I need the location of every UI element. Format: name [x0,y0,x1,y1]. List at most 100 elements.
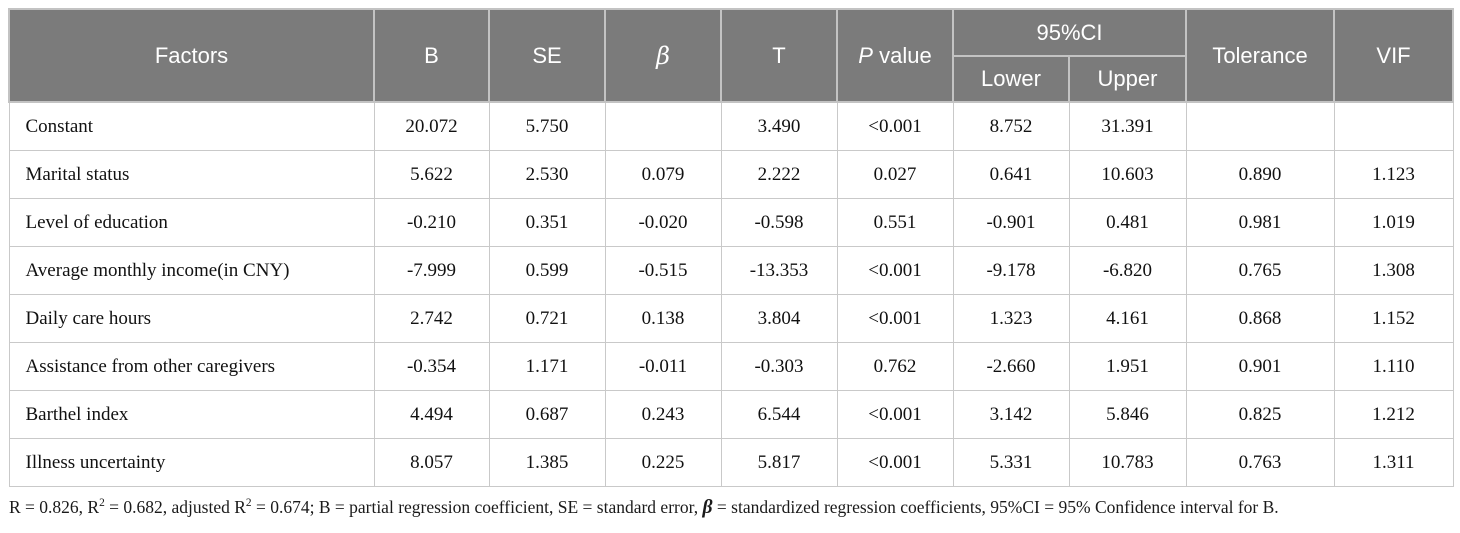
se-cell: 1.385 [488,438,606,487]
col-header-95ci: 95%CI [951,8,1188,57]
b-cell: -0.210 [373,198,490,247]
col-header-tolerance: Tolerance [1185,8,1336,103]
table-row: Constant 20.072 5.750 3.490 <0.001 8.752… [8,101,1454,151]
beta-cell: 0.243 [604,390,722,439]
tolerance-cell: 0.825 [1185,390,1335,439]
b-cell: -7.999 [373,246,490,295]
col-header-b: B [373,8,490,103]
vif-cell: 1.110 [1333,342,1454,391]
footnote-text: R = 0.826, R [9,497,100,517]
se-cell: 0.351 [488,198,606,247]
ci-upper-cell: 31.391 [1068,101,1187,151]
se-cell: 0.721 [488,294,606,343]
p-value-rest: value [872,42,932,68]
p-cell: <0.001 [836,294,954,343]
vif-cell: 1.152 [1333,294,1454,343]
col-header-p-value: P value [836,8,954,103]
p-value-italic-p: P [858,42,873,68]
se-cell: 0.687 [488,390,606,439]
beta-cell [604,101,722,151]
tolerance-cell: 0.763 [1185,438,1335,487]
beta-cell: 0.225 [604,438,722,487]
header-row-main: Factors B SE β T P value 95%CI Tolerance… [8,8,1455,103]
vif-cell: 1.311 [1333,438,1454,487]
ci-lower-cell: -9.178 [952,246,1070,295]
vif-cell: 1.019 [1333,198,1454,247]
b-cell: -0.354 [373,342,490,391]
tolerance-cell: 0.981 [1185,198,1335,247]
ci-upper-cell: 5.846 [1068,390,1187,439]
table-row: Barthel index 4.494 0.687 0.243 6.544 <0… [8,390,1454,439]
ci-lower-cell: 5.331 [952,438,1070,487]
ci-lower-cell: -0.901 [952,198,1070,247]
ci-lower-cell: 0.641 [952,150,1070,199]
t-cell: 3.490 [720,101,838,151]
tolerance-cell: 0.765 [1185,246,1335,295]
p-cell: 0.762 [836,342,954,391]
t-cell: -0.598 [720,198,838,247]
beta-cell: -0.020 [604,198,722,247]
factor-cell: Assistance from other caregivers [8,342,375,391]
factor-cell: Barthel index [8,390,375,439]
ci-upper-cell: -6.820 [1068,246,1187,295]
p-cell: 0.551 [836,198,954,247]
ci-upper-cell: 10.783 [1068,438,1187,487]
b-cell: 2.742 [373,294,490,343]
se-cell: 0.599 [488,246,606,295]
table-row: Illness uncertainty 8.057 1.385 0.225 5.… [8,438,1454,487]
se-cell: 1.171 [488,342,606,391]
ci-lower-cell: 3.142 [952,390,1070,439]
beta-cell: -0.515 [604,246,722,295]
factor-cell: Marital status [8,150,375,199]
ci-upper-cell: 0.481 [1068,198,1187,247]
factor-cell: Constant [8,101,375,151]
se-cell: 2.530 [488,150,606,199]
table-row: Assistance from other caregivers -0.354 … [8,342,1454,391]
table-body: Constant 20.072 5.750 3.490 <0.001 8.752… [8,101,1454,487]
t-cell: 3.804 [720,294,838,343]
tolerance-cell: 0.890 [1185,150,1335,199]
footnote-beta-symbol: β [702,497,713,518]
p-cell: <0.001 [836,438,954,487]
table-header: Factors B SE β T P value 95%CI Tolerance… [8,8,1455,103]
factor-cell: Illness uncertainty [8,438,375,487]
ci-upper-cell: 4.161 [1068,294,1187,343]
p-cell: 0.027 [836,150,954,199]
p-cell: <0.001 [836,101,954,151]
tolerance-cell: 0.868 [1185,294,1335,343]
t-cell: -13.353 [720,246,838,295]
ci-upper-cell: 1.951 [1068,342,1187,391]
table-row: Marital status 5.622 2.530 0.079 2.222 0… [8,150,1454,199]
tolerance-cell [1185,101,1335,151]
header-row-ci-sub: Lower Upper [9,55,1453,103]
se-cell: 5.750 [488,101,606,151]
t-cell: 5.817 [720,438,838,487]
p-cell: <0.001 [836,246,954,295]
vif-cell [1333,101,1454,151]
col-header-t: T [720,8,838,103]
factor-cell: Average monthly income(in CNY) [8,246,375,295]
vif-cell: 1.212 [1333,390,1454,439]
ci-lower-cell: -2.660 [952,342,1070,391]
col-header-se: SE [488,8,606,103]
b-cell: 20.072 [373,101,490,151]
beta-cell: -0.011 [604,342,722,391]
tolerance-cell: 0.901 [1185,342,1335,391]
footnote-superscript: 2 [99,497,105,510]
footnote-text: = 0.682, adjusted R [104,497,246,517]
footnote-text: = 0.674; B = partial regression coeffici… [251,497,703,517]
table-footnote: R = 0.826, R2 = 0.682, adjusted R2 = 0.6… [9,496,1452,520]
vif-cell: 1.308 [1333,246,1454,295]
beta-cell: 0.079 [604,150,722,199]
table-row: Daily care hours 2.742 0.721 0.138 3.804… [8,294,1454,343]
table-row: Level of education -0.210 0.351 -0.020 -… [8,198,1454,247]
b-cell: 4.494 [373,390,490,439]
footnote-superscript: 2 [245,497,252,510]
paper-table-figure: Factors B SE β T P value 95%CI Tolerance… [8,8,1455,520]
b-cell: 8.057 [373,438,490,487]
col-header-factors: Factors [8,8,375,103]
table-row: Average monthly income(in CNY) -7.999 0.… [8,246,1454,295]
ci-lower-cell: 8.752 [952,101,1070,151]
factor-cell: Level of education [8,198,375,247]
col-header-upper: Upper [1067,55,1188,103]
